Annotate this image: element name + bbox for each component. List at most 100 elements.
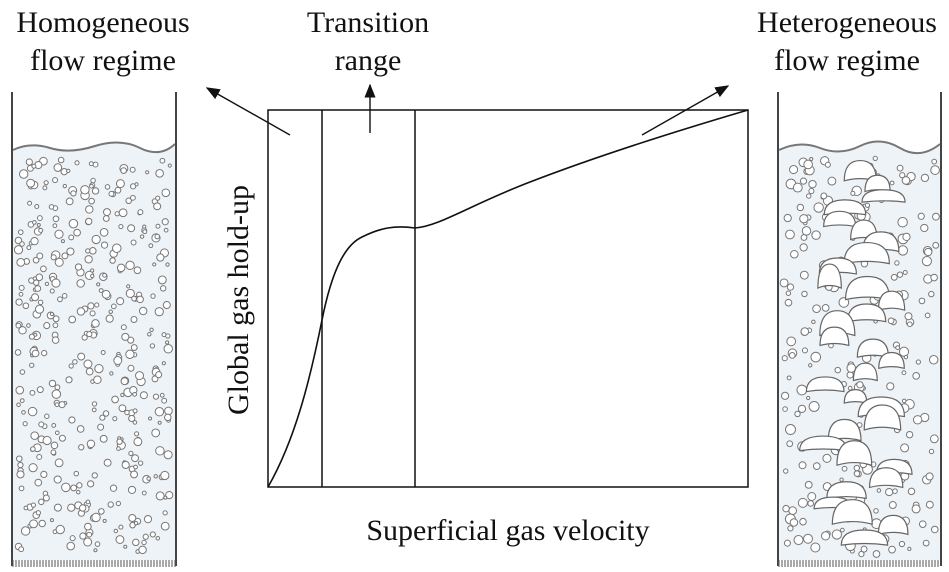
bubble [53,316,59,322]
bubble [913,373,920,380]
bubble [16,299,22,305]
bubble [87,532,92,537]
bubble [86,500,90,504]
bubble [157,254,164,261]
bubble [129,514,136,521]
bubble [104,459,111,466]
bubble [840,478,843,481]
bubble [932,159,937,164]
bubble [23,422,27,426]
bubble [55,403,59,407]
bubble [131,240,136,245]
bubble [908,547,911,550]
bubble [69,235,74,240]
bubble [55,459,63,467]
bubble [131,195,136,200]
bubble [921,174,928,181]
bubble [130,167,135,172]
bubble [809,189,814,194]
bubble [808,501,814,507]
bubble [121,168,127,174]
bubble [103,519,106,522]
bubble [821,193,827,199]
bubble [103,216,109,222]
bubble [137,296,144,303]
bubble [61,240,64,243]
bubble [811,352,821,362]
bubble [18,230,23,235]
bubble [822,305,829,312]
bubble [161,471,169,479]
bubble [92,235,100,243]
bubble [135,183,138,186]
bubble [800,178,806,184]
bubble [903,270,907,274]
bubble [106,315,113,322]
bubble [802,348,807,353]
bubble [798,498,807,507]
bubble [122,461,129,468]
bubble [146,171,149,174]
bubble [791,250,799,258]
bubble [930,435,938,443]
bubble [89,162,93,166]
bubble [22,411,26,415]
bubble [802,227,811,236]
bubble [119,525,123,529]
bubble [912,505,920,513]
bubble [787,376,791,380]
bubble [98,424,104,430]
bubble [168,164,171,167]
bubble [30,520,38,528]
bubble [122,333,129,340]
bubble [92,513,100,521]
bubble [840,528,844,532]
bubble [142,491,146,495]
bubble [811,543,820,552]
bubble [62,253,68,259]
bubble [41,471,47,477]
bubble [103,273,107,277]
bubble [156,372,162,378]
bubble [126,261,134,269]
bubble [131,345,137,351]
bubble [77,280,85,288]
bubble [50,312,53,315]
bubble [800,244,807,251]
bubble [906,431,912,437]
bubble [90,184,94,188]
bubble [105,185,110,190]
bubble [19,285,24,290]
bubble [889,546,896,553]
bubble [32,350,39,357]
bubble [28,407,36,415]
bubble [807,194,811,198]
bubble [131,471,138,478]
bubble [103,209,110,216]
bubble [828,177,836,185]
bubble [128,225,135,232]
bubble [92,188,98,194]
bubble [857,382,863,388]
bubble [128,486,135,493]
bubble [134,438,142,446]
bubble [156,447,164,455]
bubble [41,266,47,272]
bubble [933,242,939,248]
figure: Homogeneous flow regime Transition range… [0,0,949,572]
bubble [63,184,66,187]
bubble [897,272,902,277]
bubble [913,416,921,424]
bubble [132,455,139,462]
bubble [888,318,894,324]
bubble [93,162,98,167]
bubble [133,539,139,545]
bubble [143,230,147,234]
bubble [926,501,933,508]
bubble [898,217,907,226]
bubble [139,307,146,314]
bubble [151,294,155,298]
bubble [148,333,151,336]
bubble [801,328,809,336]
bubble [18,462,23,467]
